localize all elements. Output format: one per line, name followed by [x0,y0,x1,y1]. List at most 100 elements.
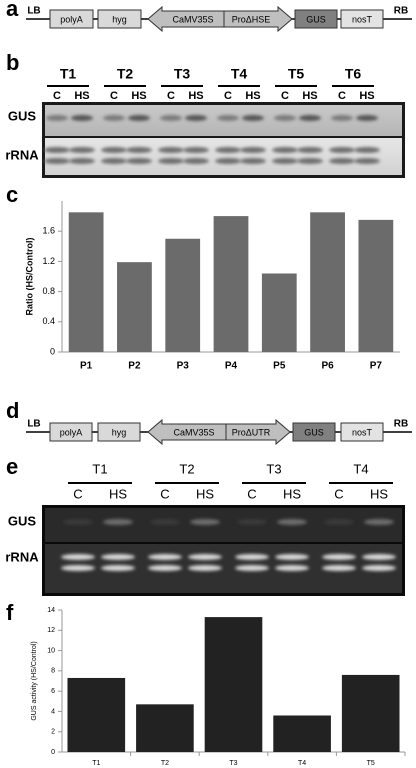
x-tick-label: T1 [92,760,100,767]
bar [165,238,201,352]
group-label: T2 [179,461,194,476]
lane-label: C [160,486,169,501]
construct-box [340,9,384,29]
y-tick-label: 8 [51,668,55,675]
construct-box [49,422,93,442]
lane-label: HS [131,90,146,102]
bar [204,617,263,752]
bar [273,715,331,752]
gel-band [364,519,394,525]
panel-label: a [6,0,19,21]
gel-band [297,158,323,164]
gel-band [275,565,309,571]
group-label: T4 [231,66,248,82]
bar [261,273,297,352]
construct-box [97,422,141,442]
bar [67,677,126,752]
row-label: rRNA [5,147,39,162]
gel-band [331,115,353,121]
construct-box [340,422,384,442]
gel-band [356,115,378,121]
x-tick-label: P7 [370,361,383,372]
gel-band [217,115,239,121]
gel-band [158,158,184,164]
gel-band [44,147,70,153]
gel-band [101,554,135,560]
group-label: T5 [288,66,305,82]
x-tick-label: T3 [229,760,237,767]
y-tick-label: 0 [51,749,55,756]
bar [213,216,249,352]
gel-band [274,115,296,121]
gel-band [101,147,127,153]
bar [117,262,152,352]
x-tick-label: T5 [367,760,375,767]
construct-label: ProΔHSE [232,14,271,24]
gel-band [215,158,241,164]
lane-label: HS [245,90,260,102]
panel-label: e [6,454,18,479]
row-label: GUS [8,513,37,528]
y-tick-label: 10 [47,647,55,654]
lane-label: HS [188,90,203,102]
gel-band [69,147,95,153]
gel-band [150,519,180,525]
gel-band [101,158,127,164]
gel-band [46,115,68,121]
gel-band [237,519,267,525]
construct-box [49,9,94,29]
gel-band [69,158,95,164]
construct-label: nosT [352,427,373,437]
lane-label: C [334,486,343,501]
lane-label: C [53,90,61,102]
group-label: T4 [353,461,368,476]
gel-band [215,147,241,153]
y-tick-label: 0.4 [42,316,55,326]
construct-arrow [225,418,291,446]
gel-band [322,554,356,560]
group-label: T2 [117,66,134,82]
construct-label: polyA [60,427,83,437]
y-tick-label: 0 [50,346,55,356]
construct-label: hyg [112,14,127,24]
lane-label: HS [109,486,127,501]
construct-label: RB [394,6,408,17]
row-label: GUS [8,108,37,123]
gel-band [240,147,266,153]
gel-band [299,115,321,121]
gel-band [103,115,125,121]
gel-band [183,147,209,153]
gel-band [272,147,298,153]
gel-band [101,565,135,571]
construct-label: LB [27,419,40,430]
y-tick-label: 1.6 [42,226,55,236]
construct-label: CaMV35S [173,427,214,437]
gel-band [354,147,380,153]
gel-band [158,147,184,153]
y-tick-label: 4 [51,708,55,715]
gel-band [272,158,298,164]
construct-label: ProΔUTR [232,427,271,437]
construct-label: CaMV35S [172,14,213,24]
gel-band [190,519,220,525]
panel-label: c [6,182,18,207]
group-label: T1 [60,66,77,82]
gel-band [61,565,95,571]
bar [341,674,400,752]
y-axis-title: GUS activity (HS/Control) [31,641,38,720]
group-label: T3 [266,461,281,476]
lane-label: HS [74,90,89,102]
group-label: T6 [345,66,362,82]
construct-label: polyA [60,14,83,24]
gel-band [188,554,222,560]
gel-band [128,115,150,121]
gel-band [160,115,182,121]
lane-label: HS [196,486,214,501]
construct-box [294,9,338,29]
y-tick-label: 6 [51,688,55,695]
gel-band [148,565,182,571]
lane-label: C [224,90,232,102]
gel-band [362,554,396,560]
x-tick-label: P4 [225,361,238,372]
gel-band [362,565,396,571]
